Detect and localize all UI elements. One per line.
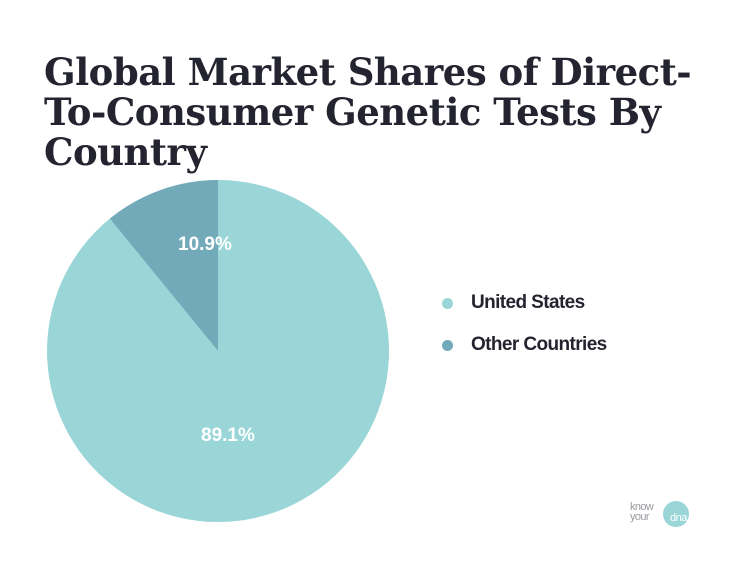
title-line-2: To-Consumer Genetic Tests By [44, 90, 661, 134]
pie-slice-other-countries [109, 180, 218, 351]
title-line-1: Global Market Shares of Direct- [44, 50, 692, 94]
slice-label-other-countries: 10.9% [178, 234, 232, 255]
chart-legend: United States Other Countries [442, 290, 607, 374]
legend-item-other-countries: Other Countries [442, 332, 607, 358]
legend-swatch-united-states [442, 297, 453, 309]
title-line-3: Country [44, 130, 207, 174]
brand-logo: know your dna [628, 497, 698, 527]
legend-label: United States [471, 292, 585, 313]
logo-text-know: know [630, 501, 654, 513]
legend-label: Other Countries [471, 334, 607, 355]
legend-item-united-states: United States [442, 290, 607, 316]
pie-slice-united-states [47, 180, 390, 522]
logo-text-dna: dna [670, 512, 687, 524]
logo-circle-icon [663, 501, 689, 527]
legend-swatch-other-countries [442, 339, 453, 351]
chart-title: Global Market Shares of Direct- To-Consu… [44, 52, 704, 172]
logo-text-your: your [630, 511, 650, 523]
slice-label-united-states: 89.1% [201, 425, 255, 446]
